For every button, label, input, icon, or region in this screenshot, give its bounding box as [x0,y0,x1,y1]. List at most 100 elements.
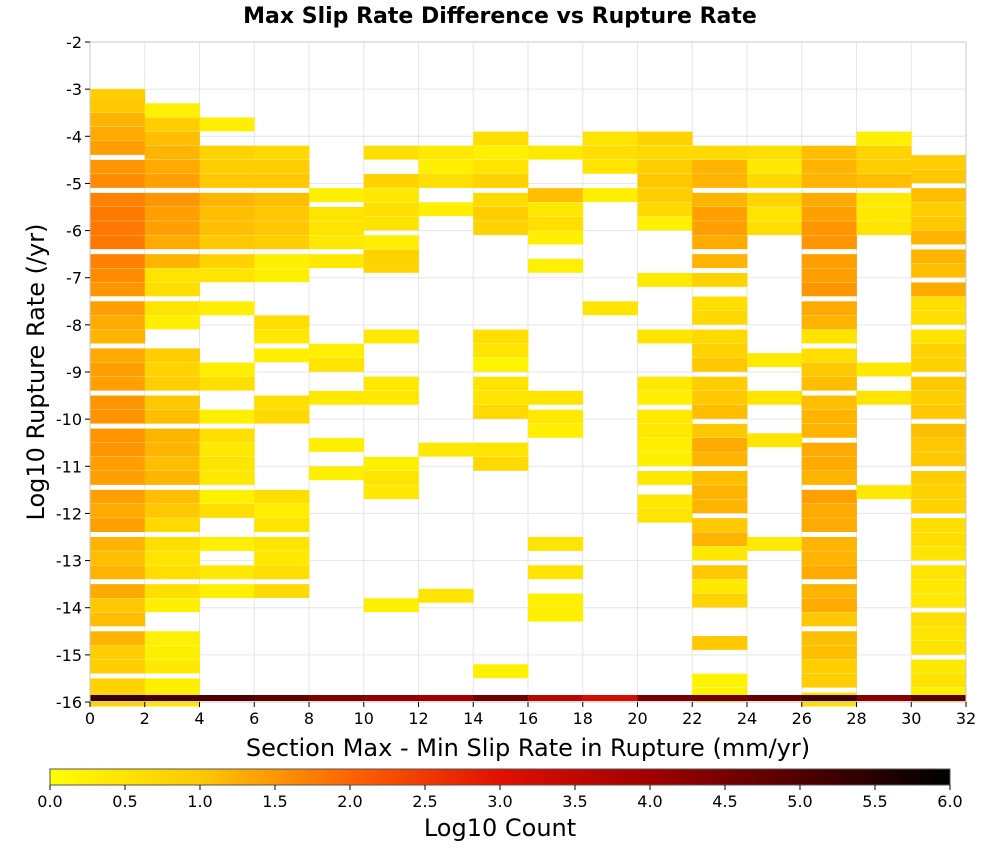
heatmap-cell [911,249,967,264]
heatmap-cell [199,428,255,443]
heatmap-cell [692,636,748,650]
heatmap-cell [309,466,365,481]
heatmap-cell [90,645,146,660]
heatmap-cell [692,565,748,580]
heatmap-cell [90,518,146,533]
heatmap-cell [199,117,255,132]
heatmap-cell [144,282,200,297]
heatmap-cell [473,329,529,344]
heatmap-cell [90,551,146,566]
heatmap-cell [801,329,857,344]
heatmap-cell [911,263,967,278]
heatmap-cell [692,405,748,419]
y-axis-label: Log10 Rupture Rate (/yr) [22,224,50,521]
colorbar-tick-label: 4.5 [712,792,737,811]
heatmap-cell [254,159,310,174]
heatmap-cell [144,268,200,283]
heatmap-cell [199,489,255,504]
chart-title: Max Slip Rate Difference vs Rupture Rate [243,4,757,29]
heatmap-cell [144,207,200,221]
heatmap-cell [911,376,967,391]
bottom-row-cell [747,695,803,701]
heatmap-cell [911,546,967,561]
heatmap-cell [90,537,146,551]
bottom-row-cell [199,695,255,701]
bottom-row-cell [637,695,693,701]
heatmap-cell [90,329,146,344]
heatmap-cell [473,131,529,146]
heatmap-cell [692,343,748,358]
heatmap-cell [692,329,748,344]
heatmap-cell [199,145,255,160]
heatmap-cell [801,471,857,485]
heatmap-cell [309,207,365,221]
heatmap-cell [747,159,803,174]
heatmap-cell [418,588,474,603]
heatmap-cell [692,192,748,207]
heatmap-cell [801,395,857,410]
heatmap-cell [144,409,200,424]
heatmap-cell [90,395,146,410]
heatmap-cell [199,362,255,377]
heatmap-cell [801,376,857,391]
x-tick-label: 10 [354,709,374,728]
heatmap-cell [254,235,310,250]
heatmap-cell [144,376,200,391]
heatmap-cell [856,390,912,405]
heatmap-cell [144,235,200,250]
heatmap-cell [747,433,803,448]
heatmap-cell [692,235,748,250]
heatmap-cell [528,202,584,217]
heatmap-cell [801,551,857,566]
heatmap-cell [254,504,310,518]
heatmap-cell [692,423,748,438]
heatmap-cell [418,202,474,217]
x-axis-ticks: 0 2 4 6 8 10 12 14 16 18 20 22 24 26 28 30 32 [85,702,976,728]
heatmap-cell [309,221,365,236]
bottom-row-cell [856,695,912,701]
heatmap-cell [856,145,912,160]
heatmap-cell [199,442,255,457]
heatmap-cell [911,390,967,405]
heatmap-cell [144,489,200,504]
heatmap-cell [801,192,857,207]
heatmap-cell [363,485,419,500]
colorbar-tick-label: 6.0 [937,792,962,811]
heatmap-cell [801,631,857,646]
x-tick-label: 26 [792,709,812,728]
heatmap-cell [144,174,200,188]
heatmap-cell [90,659,146,674]
heatmap-cell [692,273,748,287]
heatmap-cell [692,296,748,311]
heatmap-cell [911,532,967,547]
heatmap-cell [473,145,529,160]
x-tick-label: 28 [846,709,866,728]
heatmap-cell [637,452,693,467]
heatmap-cell [801,456,857,471]
heatmap-cell [911,499,967,514]
heatmap-cell [801,174,857,188]
heatmap-cell [637,494,693,509]
heatmap-cell [418,145,474,160]
heatmap-cell [254,537,310,551]
heatmap-cell [199,254,255,269]
heatmap-cell [363,174,419,188]
x-tick-label: 4 [194,709,204,728]
heatmap-cell [199,221,255,236]
heatmap-cell [692,221,748,236]
heatmap-cell [747,174,803,188]
heatmap-cell [363,329,419,344]
colorbar-tick-label: 5.0 [787,792,812,811]
heatmap-cell [637,390,693,405]
heatmap-cell [90,678,146,693]
heatmap-cell [363,216,419,231]
heatmap-cell [856,207,912,221]
heatmap-cell [473,343,529,358]
heatmap-cell [90,471,146,485]
bottom-row-cell [309,695,365,701]
heatmap-cell [801,362,857,377]
heatmap-cell [747,537,803,551]
heatmap-cell [911,310,967,325]
heatmap-cell [144,456,200,471]
heatmap-cell [911,565,967,580]
